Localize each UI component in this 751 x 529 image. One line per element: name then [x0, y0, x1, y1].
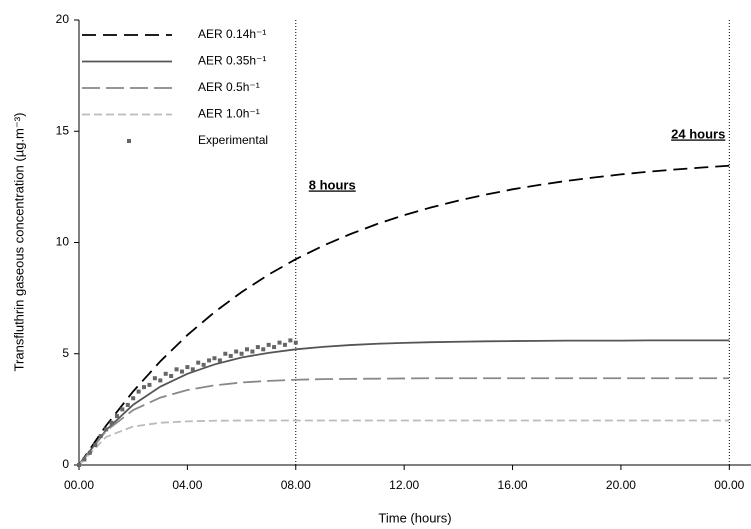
- y-tick-label: 5: [62, 346, 69, 360]
- data-point: [185, 365, 190, 370]
- annotation: 24 hours: [671, 126, 725, 141]
- data-point: [212, 356, 217, 361]
- legend-label: Experimental: [198, 133, 268, 147]
- data-point: [293, 340, 298, 345]
- x-tick-label: 20.00: [606, 478, 636, 492]
- series-line: [78, 164, 730, 466]
- data-point: [109, 420, 114, 425]
- x-tick-label: 00.00: [714, 478, 744, 492]
- x-axis-label: Time (hours): [378, 510, 451, 525]
- data-point: [228, 353, 233, 358]
- x-tick-label: 04.00: [172, 478, 202, 492]
- data-point: [234, 349, 239, 354]
- x-tick-label: 08.00: [281, 478, 311, 492]
- data-point: [131, 396, 136, 401]
- data-point: [266, 342, 271, 347]
- data-point: [82, 457, 87, 462]
- data-point: [245, 347, 249, 352]
- y-axis-label: Transfluthrin gaseous concentration (µg.…: [11, 113, 26, 372]
- data-point: [142, 385, 147, 390]
- data-point: [190, 367, 195, 372]
- data-point: [250, 349, 255, 354]
- y-tick-label: 10: [56, 235, 70, 249]
- legend-label: AER 0.14h⁻¹: [198, 27, 266, 41]
- data-point: [201, 362, 206, 367]
- data-point: [179, 369, 184, 374]
- series-line: [78, 377, 730, 466]
- data-point: [169, 374, 174, 378]
- data-point: [147, 382, 152, 387]
- data-point: [207, 358, 212, 363]
- data-point: [277, 340, 282, 345]
- data-point: [261, 347, 266, 352]
- data-point: [196, 360, 201, 365]
- data-point: [239, 351, 244, 356]
- data-point: [158, 378, 163, 383]
- series-line: [78, 339, 730, 466]
- annotation: 8 hours: [309, 177, 356, 192]
- legend-label: AER 1.0h⁻¹: [198, 107, 260, 121]
- data-point: [120, 407, 125, 412]
- legend-label: AER 0.5h⁻¹: [198, 80, 260, 94]
- data-point: [217, 358, 222, 363]
- legend-marker: [127, 139, 131, 143]
- data-point: [114, 414, 119, 419]
- data-point: [174, 367, 179, 372]
- legend-label: AER 0.35h⁻¹: [198, 54, 266, 68]
- data-point: [255, 345, 260, 350]
- data-point: [272, 345, 277, 350]
- data-point: [223, 351, 228, 356]
- data-point: [98, 434, 103, 439]
- data-point: [288, 338, 293, 343]
- x-tick-label: 00.00: [64, 478, 94, 492]
- y-tick-label: 0: [62, 457, 69, 471]
- y-tick-label: 20: [56, 12, 70, 26]
- y-tick-label: 15: [56, 123, 70, 137]
- data-point: [152, 376, 157, 381]
- data-point: [87, 450, 92, 455]
- series-line: [78, 419, 730, 466]
- data-point: [282, 342, 287, 347]
- data-point: [104, 427, 109, 432]
- data-point: [136, 389, 141, 394]
- data-point: [125, 402, 130, 407]
- data-point: [163, 371, 168, 376]
- data-point: [93, 442, 98, 447]
- x-tick-label: 16.00: [498, 478, 528, 492]
- x-tick-label: 12.00: [389, 478, 419, 492]
- data-point: [77, 463, 81, 467]
